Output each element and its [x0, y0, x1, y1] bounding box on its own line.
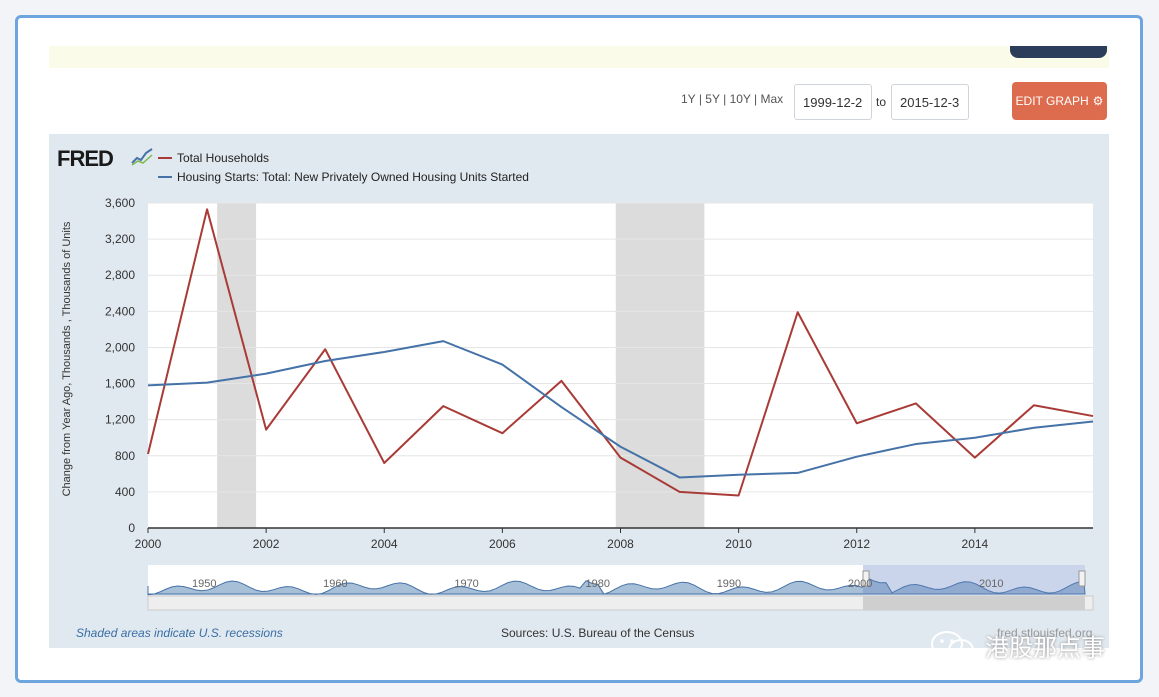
navigator-label: 2010 [979, 578, 1003, 590]
series-line-households [147, 208, 1094, 497]
navigator-label: 1980 [586, 578, 610, 590]
navigator-label: 1960 [323, 578, 347, 590]
series-line-housing-starts [147, 340, 1094, 479]
chart-legend: Total Households Housing Starts: Total: … [158, 148, 529, 186]
gear-icon: ⚙ [1092, 94, 1104, 108]
range-10y-link[interactable]: 10Y [729, 92, 751, 106]
account-button[interactable] [1010, 46, 1107, 58]
legend-swatch [158, 156, 172, 159]
navigator-scrollbar [147, 595, 1094, 611]
y-tick-label: 1,600 [105, 377, 135, 391]
legend-label: Total Households [177, 150, 270, 165]
y-tick-label: 400 [115, 485, 135, 499]
navigator-label: 1970 [454, 578, 478, 590]
to-label: to [876, 95, 887, 109]
y-tick-label: 2,000 [105, 340, 135, 354]
x-tick-label: 2000 [135, 537, 162, 551]
x-tick-label: 2008 [607, 537, 634, 551]
range-5y-link[interactable]: 5Y [705, 92, 720, 106]
chart-panel: FRED Total Households Housing Starts: To… [49, 134, 1109, 648]
y-tick-label: 0 [128, 521, 135, 535]
legend-swatch [158, 175, 172, 178]
y-tick-label: 2,800 [105, 268, 135, 282]
legend-item-households[interactable]: Total Households [158, 148, 529, 167]
navigator-label: 1950 [192, 578, 216, 590]
site-credit: fred.stlouisfed.org [997, 626, 1093, 640]
legend-item-housing-starts[interactable]: Housing Starts: Total: New Privately Own… [158, 167, 529, 186]
y-tick-label: 3,200 [105, 232, 135, 246]
x-tick-label: 2006 [489, 537, 516, 551]
watermark-text: 港股那点事 [985, 635, 1105, 662]
edit-graph-button[interactable]: EDIT GRAPH ⚙ [1012, 82, 1107, 120]
range-links: 1Y | 5Y | 10Y | Max [681, 92, 784, 106]
navigator-handle [1078, 570, 1086, 587]
notice-strip [49, 46, 1109, 68]
start-date-input[interactable] [794, 84, 872, 120]
x-tick-label: 2012 [843, 537, 870, 551]
scrollbar-thumb[interactable] [863, 596, 1085, 610]
y-tick-label: 1,200 [105, 413, 135, 427]
x-tick-label: 2002 [253, 537, 280, 551]
fred-chart-icon [131, 148, 153, 166]
edit-graph-label: EDIT GRAPH [1015, 94, 1089, 108]
navigator-selection [863, 565, 1085, 594]
x-tick-label: 2010 [725, 537, 752, 551]
recession-note: Shaded areas indicate U.S. recessions [76, 626, 283, 640]
navigator-series [147, 577, 1086, 596]
end-date-input[interactable] [891, 84, 969, 120]
line-chart: 0 400 800 1,200 1,600 2,000 2,400 2,800 3,200 3,6… [105, 196, 1094, 611]
range-1y-link[interactable]: 1Y [681, 92, 696, 106]
graph-controls: 1Y | 5Y | 10Y | Max to EDIT GRAPH ⚙ [49, 70, 1109, 134]
fred-logo: FRED [57, 146, 114, 171]
wechat-icon [931, 631, 974, 661]
y-tick-label: 800 [115, 449, 135, 463]
y-tick-label: 3,600 [105, 196, 135, 210]
x-tick-label: 2004 [371, 537, 398, 551]
y-tick-label: 2,400 [105, 304, 135, 318]
navigator-handle [862, 570, 870, 587]
legend-label: Housing Starts: Total: New Privately Own… [177, 169, 529, 184]
navigator-label: 1990 [717, 578, 741, 590]
recession-band [615, 203, 705, 528]
range-max-link[interactable]: Max [760, 92, 784, 106]
navigator-label: 2000 [848, 578, 872, 590]
recession-band [217, 203, 257, 528]
x-tick-label: 2014 [962, 537, 989, 551]
sources-text: Sources: U.S. Bureau of the Census [501, 626, 695, 640]
